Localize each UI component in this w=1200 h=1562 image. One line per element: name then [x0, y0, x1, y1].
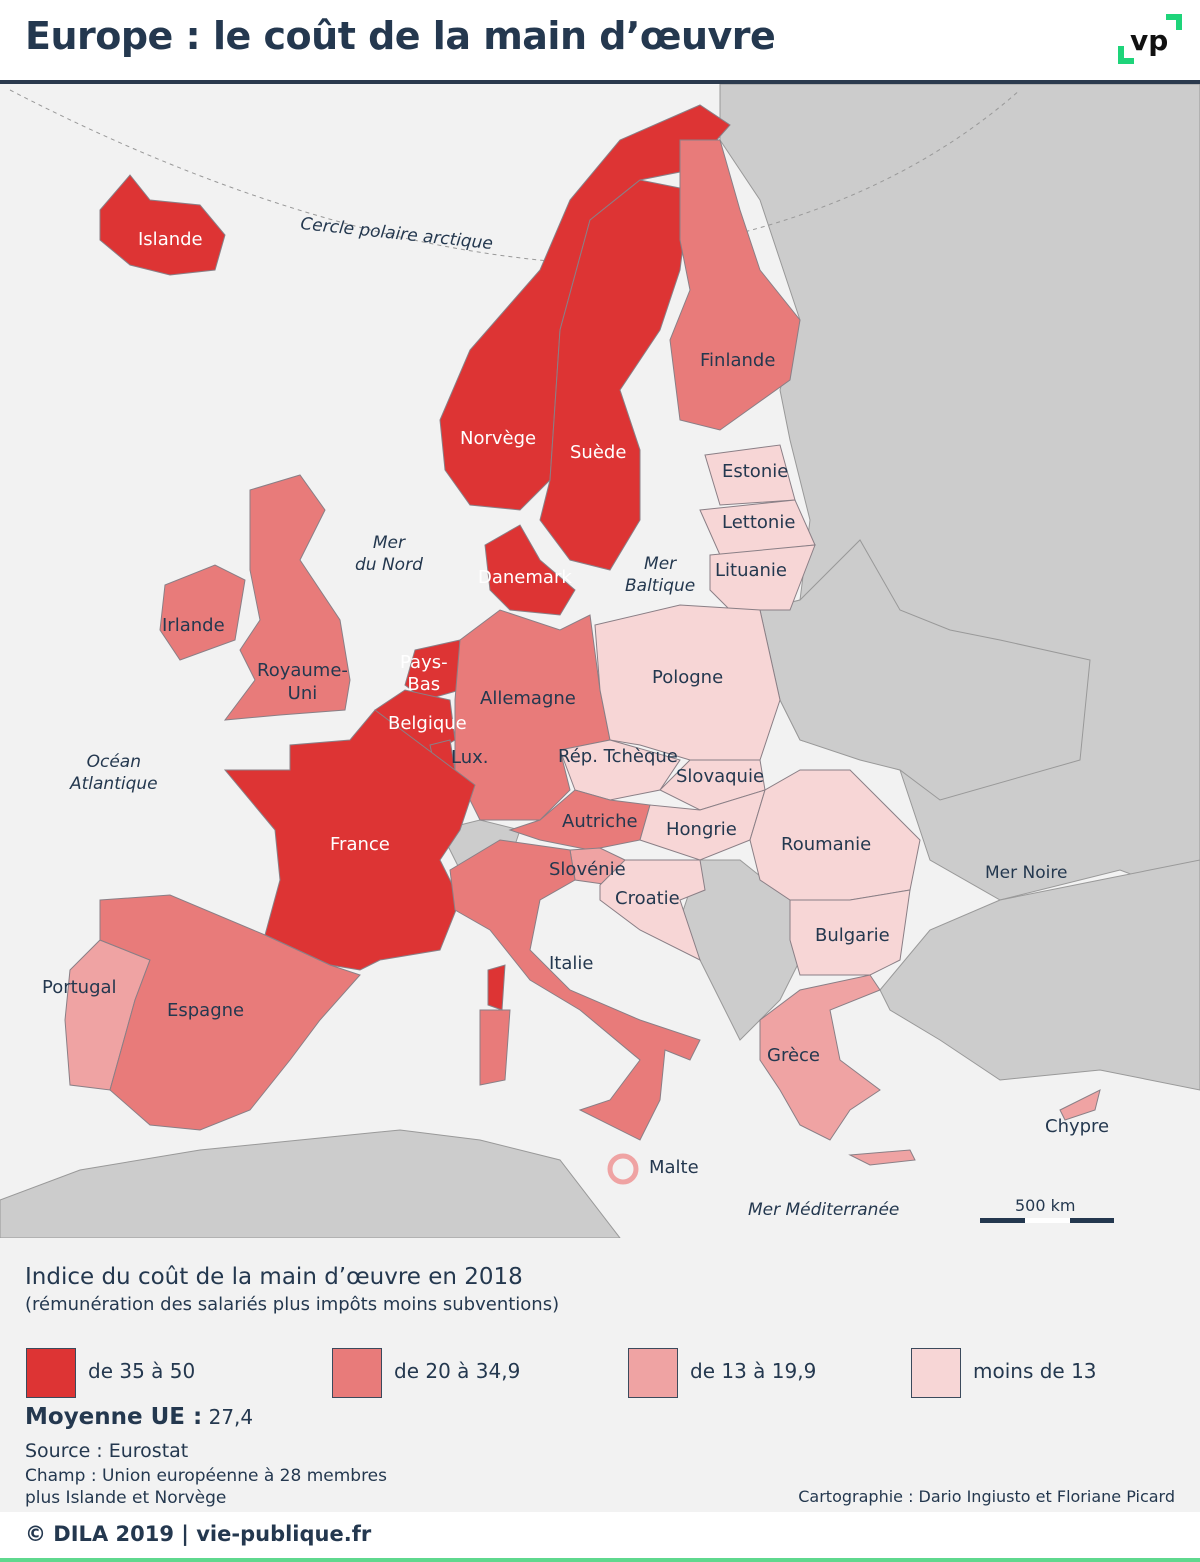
cartographie-credit: Cartographie : Dario Ingiusto et Florian…	[798, 1487, 1175, 1506]
country-roumanie	[749, 769, 921, 901]
label-lux: Lux.	[451, 747, 489, 768]
country-suede	[539, 179, 691, 571]
country-espagne	[99, 894, 361, 1131]
legend-label-1: de 35 à 50	[88, 1359, 196, 1383]
europe-map: Cercle polaire arctique Mer du Nord Mer …	[0, 84, 1200, 1238]
land-turkey	[879, 859, 1200, 1091]
eu-average-value: 27,4	[208, 1405, 254, 1429]
label-pays-bas: Pays- Bas	[400, 652, 448, 695]
country-irlande	[159, 564, 246, 661]
copyright: © DILA 2019 | vie-publique.fr	[25, 1522, 372, 1546]
label-slovenie: Slovénie	[549, 859, 626, 880]
country-norvege	[439, 104, 731, 511]
label-france: France	[330, 834, 390, 855]
label-islande: Islande	[138, 229, 203, 250]
label-chypre: Chypre	[1045, 1116, 1110, 1137]
legend: Indice du coût de la main d’œuvre en 201…	[0, 1238, 1200, 1512]
island-corse	[487, 964, 506, 1011]
label-allemagne: Allemagne	[480, 688, 576, 709]
label-slovaquie: Slovaquie	[676, 766, 765, 787]
label-finlande: Finlande	[700, 350, 776, 371]
country-danemark	[484, 524, 576, 616]
legend-swatch-2	[332, 1348, 382, 1398]
label-lituanie: Lituanie	[715, 560, 788, 581]
legend-title: Indice du coût de la main d’œuvre en 201…	[25, 1264, 523, 1290]
legend-label-3: de 13 à 19,9	[690, 1359, 817, 1383]
eu-average-label: Moyenne UE :	[25, 1404, 203, 1430]
malte-marker	[607, 1153, 639, 1185]
sea-label-baltique: Mer Baltique	[625, 554, 696, 596]
label-espagne: Espagne	[167, 1000, 245, 1021]
island-crete	[848, 1149, 916, 1166]
country-italie	[449, 839, 701, 1141]
champ: Champ : Union européenne à 28 membres pl…	[25, 1465, 387, 1509]
land-ukraine-belarus	[759, 539, 1091, 801]
label-suede: Suède	[570, 442, 627, 463]
scale-label: 500 km	[1015, 1196, 1076, 1215]
label-lettonie: Lettonie	[722, 512, 796, 533]
label-grece: Grèce	[767, 1045, 820, 1066]
header: Europe : le coût de la main d’œuvre vp	[0, 0, 1200, 84]
champ-line-2: plus Islande et Norvège	[25, 1488, 227, 1508]
label-danemark: Danemark	[478, 567, 572, 588]
page-title: Europe : le coût de la main d’œuvre	[25, 14, 776, 58]
sea-label-mediterranee: Mer Méditerranée	[748, 1200, 900, 1220]
land-africa	[0, 1129, 621, 1238]
label-roumanie: Roumanie	[781, 834, 872, 855]
country-croatie	[599, 859, 706, 961]
country-bulgarie	[789, 889, 911, 976]
country-pays-bas	[404, 639, 461, 701]
country-chypre	[1059, 1089, 1101, 1121]
svg-text:vp: vp	[1130, 24, 1168, 57]
footer: © DILA 2019 | vie-publique.fr	[0, 1512, 1200, 1562]
country-finlande	[669, 139, 801, 431]
legend-swatch-1	[26, 1348, 76, 1398]
label-belgique: Belgique	[388, 713, 467, 734]
country-royaume-uni	[223, 474, 351, 721]
legend-label-4: moins de 13	[973, 1359, 1097, 1383]
sea-label-atlantique: Océan Atlantique	[70, 752, 158, 794]
champ-line-1: Champ : Union européenne à 28 membres	[25, 1466, 387, 1486]
country-france	[223, 709, 476, 971]
legend-swatch-3	[628, 1348, 678, 1398]
label-croatie: Croatie	[615, 888, 680, 909]
country-grece	[759, 974, 881, 1141]
eu-average: Moyenne UE : 27,4	[25, 1404, 253, 1430]
label-malte: Malte	[649, 1157, 699, 1178]
label-hongrie: Hongrie	[666, 819, 737, 840]
label-autriche: Autriche	[562, 811, 638, 832]
label-italie: Italie	[549, 953, 594, 974]
label-pologne: Pologne	[652, 667, 724, 688]
label-irlande: Irlande	[162, 615, 225, 636]
country-slovaquie	[659, 759, 766, 811]
legend-label-2: de 20 à 34,9	[394, 1359, 521, 1383]
sea-label-nord: Mer du Nord	[355, 533, 423, 575]
label-norvege: Norvège	[460, 428, 537, 449]
country-islande	[99, 174, 226, 276]
legend-swatch-4	[911, 1348, 961, 1398]
source: Source : Eurostat	[25, 1440, 189, 1462]
legend-subtitle: (rémunération des salariés plus impôts m…	[25, 1294, 560, 1315]
label-royaume-uni: Royaume- Uni	[257, 660, 348, 704]
scale-bar	[980, 1218, 1114, 1223]
sea-label-noire: Mer Noire	[985, 863, 1068, 883]
label-bulgarie: Bulgarie	[815, 925, 890, 946]
label-estonie: Estonie	[722, 461, 789, 482]
label-tcheque: Rép. Tchèque	[558, 746, 678, 767]
map-svg	[0, 84, 1200, 1238]
label-portugal: Portugal	[42, 977, 117, 998]
island-sardaigne	[479, 1009, 511, 1086]
vie-publique-logo: vp	[1118, 14, 1182, 64]
